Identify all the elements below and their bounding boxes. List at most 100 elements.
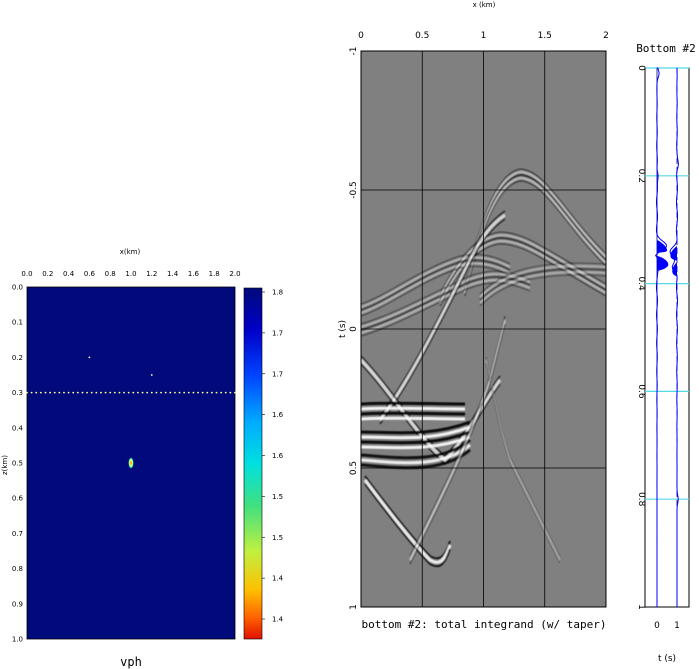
vph-panel: x(km) 0.0 0.2 0.4 0.6 0.8 1.0 1.2 1.4 1.6 1.8 2.0 … bbox=[1, 248, 284, 669]
vph-y-tick: 0.6 bbox=[12, 495, 24, 503]
integrand-event bbox=[361, 270, 531, 325]
vph-row-scatterer bbox=[137, 391, 139, 394]
integrand-event bbox=[409, 323, 506, 565]
vph-x-tick: 1.4 bbox=[167, 270, 179, 278]
vph-colorbar-tick-label: 1.7 bbox=[272, 329, 283, 337]
vph-row-scatterer bbox=[86, 391, 88, 394]
integrand-event bbox=[439, 243, 606, 307]
integrand-event bbox=[361, 435, 471, 450]
integrand-y-tick: -1 bbox=[349, 47, 359, 56]
vph-row-scatterer bbox=[201, 391, 204, 394]
bottom2-title: Bottom #2 bbox=[636, 42, 696, 55]
bottom2-x-tick: 1 bbox=[674, 621, 680, 631]
integrand-event bbox=[361, 406, 466, 411]
integrand-event bbox=[479, 262, 606, 295]
bottom2-y-tick: 0 bbox=[636, 65, 646, 71]
vph-row-scatterer bbox=[150, 391, 153, 394]
vph-x-tick: 2.0 bbox=[229, 270, 240, 278]
vph-colorbar-tick-label: 1.4 bbox=[272, 575, 284, 583]
vph-row-scatterer bbox=[178, 391, 181, 394]
vph-row-scatterer bbox=[109, 391, 112, 394]
bottom2-y-tick: 0.6 bbox=[636, 384, 646, 399]
integrand-y-tick: 0 bbox=[349, 326, 359, 332]
integrand-event bbox=[364, 483, 451, 568]
integrand-event bbox=[485, 362, 561, 564]
integrand-y-tick-labels: -1 -0.5 0 0.5 1 bbox=[349, 47, 359, 610]
integrand-event bbox=[439, 231, 606, 295]
integrand-panel: x (km) 0 0.5 1 1.5 2 -1 -0.5 0 0.5 1 t (s) botto… bbox=[338, 1, 609, 631]
vph-x-tick: 0.2 bbox=[42, 270, 53, 278]
vph-y-tick: 0.8 bbox=[12, 565, 23, 573]
vph-x-axis-label: x(km) bbox=[120, 248, 141, 256]
vph-y-tick: 0.9 bbox=[12, 600, 23, 608]
integrand-event bbox=[361, 265, 511, 317]
vph-y-tick: 0.5 bbox=[12, 460, 23, 468]
integrand-event bbox=[479, 274, 606, 307]
vph-row-scatterer bbox=[63, 391, 65, 394]
bottom2-trace bbox=[669, 67, 679, 607]
bottom2-y-tick-labels: 0 0.2 0.4 0.6 0.8 1 bbox=[636, 65, 646, 610]
bottom2-trace-lobe bbox=[672, 262, 677, 277]
integrand-event bbox=[361, 411, 466, 416]
bottom2-trace-lobe bbox=[657, 256, 669, 271]
vph-y-tick: 0.4 bbox=[12, 424, 24, 432]
bottom2-highlight-lines bbox=[645, 67, 689, 500]
vph-row-scatterer bbox=[95, 391, 98, 394]
vph-colorbar-tick-label: 1.6 bbox=[272, 411, 284, 419]
vph-blob-scatterer bbox=[128, 457, 134, 469]
vph-y-tick: 0.1 bbox=[12, 319, 23, 327]
vph-row-scatterer bbox=[113, 391, 116, 394]
vph-colorbar-tick-labels: 1.8 1.7 1.7 1.6 1.6 1.5 1.5 1.4 1.4 bbox=[262, 289, 284, 624]
vph-row-scatterer bbox=[169, 391, 172, 394]
integrand-event bbox=[479, 267, 606, 301]
vph-row-scatterer bbox=[76, 391, 79, 394]
vph-row-scatterer bbox=[192, 391, 195, 394]
vph-row-scatterer bbox=[67, 391, 70, 394]
vph-row-scatterer bbox=[197, 391, 199, 394]
bottom2-x-axis-label: t (s) bbox=[658, 654, 676, 664]
vph-y-tick: 0.3 bbox=[12, 389, 23, 397]
vph-caption: vph bbox=[120, 655, 142, 669]
vph-row-scatterer bbox=[58, 391, 61, 394]
integrand-x-tick: 0.5 bbox=[415, 31, 429, 41]
bottom2-x-tick: 0 bbox=[654, 621, 660, 631]
vph-scatterers bbox=[26, 356, 236, 469]
integrand-x-tick: 1.5 bbox=[538, 31, 552, 41]
integrand-event bbox=[361, 259, 511, 312]
integrand-frame bbox=[360, 50, 607, 608]
vph-row-scatterer bbox=[26, 391, 28, 394]
vph-x-tick: 0.6 bbox=[84, 270, 96, 278]
vph-x-tick: 0.0 bbox=[21, 270, 32, 278]
vph-point-scatterer bbox=[88, 356, 91, 359]
vph-row-scatterer bbox=[206, 391, 209, 394]
vph-row-scatterer bbox=[234, 391, 236, 394]
integrand-x-tick: 1 bbox=[481, 31, 487, 41]
integrand-event bbox=[361, 430, 471, 445]
vph-y-tick: 0.2 bbox=[12, 354, 23, 362]
integrand-event bbox=[361, 262, 511, 314]
vph-row-scatterer bbox=[183, 391, 186, 394]
vph-colorbar-tick-label: 1.8 bbox=[272, 289, 283, 297]
vph-x-tick: 0.8 bbox=[105, 270, 116, 278]
vph-row-scatterer bbox=[164, 391, 167, 394]
vph-row-scatterer bbox=[220, 391, 223, 394]
vph-row-scatterer bbox=[90, 391, 93, 394]
vph-row-scatterer bbox=[132, 391, 135, 394]
vph-row-scatterer bbox=[224, 391, 227, 394]
integrand-y-tick: -0.5 bbox=[349, 181, 359, 199]
bottom2-y-tick: 0.2 bbox=[636, 169, 646, 183]
vph-x-tick: 1.0 bbox=[125, 270, 136, 278]
bottom2-trace-lobe bbox=[670, 246, 677, 261]
vph-x-tick: 1.6 bbox=[188, 270, 200, 278]
vph-row-scatterer bbox=[123, 391, 125, 394]
vph-y-axis-label: z(km) bbox=[1, 455, 9, 475]
integrand-event bbox=[485, 359, 561, 561]
vph-row-scatterer bbox=[187, 391, 190, 394]
vph-colorbar-tick-label: 1.4 bbox=[272, 616, 284, 624]
vph-colorbar bbox=[243, 287, 263, 640]
integrand-event bbox=[379, 218, 506, 425]
vph-colorbar-tick-label: 1.5 bbox=[272, 534, 283, 542]
integrand-event bbox=[479, 265, 606, 298]
